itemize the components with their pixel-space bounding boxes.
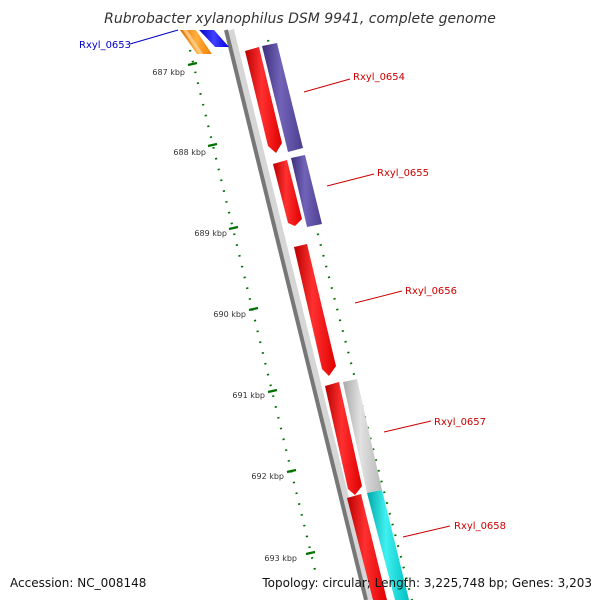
outer-dotted-track (266, 39, 414, 600)
kbp-label: 687 kbp (152, 68, 185, 77)
backbone-outer (226, 29, 374, 600)
backbone-inner (224, 29, 368, 600)
topology-text: Topology: circular; Length: 3,225,748 bp… (262, 576, 592, 590)
gene-feature-0658[interactable] (367, 490, 409, 600)
blue-feature[interactable] (199, 30, 229, 47)
label-leader-0658 (402, 525, 451, 538)
gene-label-0658[interactable]: Rxyl_0658 (454, 521, 506, 532)
gene-label-0657[interactable]: Rxyl_0657 (434, 417, 486, 428)
kbp-tick (207, 142, 218, 148)
label-leader-0655 (326, 173, 375, 187)
kbp-label: 689 kbp (194, 229, 227, 238)
kbp-tick (305, 550, 316, 556)
kbp-label: 691 kbp (232, 391, 265, 400)
kbp-label: 690 kbp (213, 310, 246, 319)
label-leader-0656 (354, 290, 403, 304)
accession-text: Accession: NC_008148 (10, 576, 147, 590)
gene-label-0654[interactable]: Rxyl_0654 (353, 72, 405, 83)
kbp-tick (267, 388, 278, 394)
label-leader-0654 (303, 78, 351, 93)
kbp-label: 688 kbp (173, 148, 206, 157)
label-leader-0653 (129, 29, 179, 45)
label-leader-0657 (383, 420, 432, 433)
kbp-label: 693 kbp (264, 554, 297, 563)
gene-label-0656[interactable]: Rxyl_0656 (405, 286, 457, 297)
gene-label-0653[interactable]: Rxyl_0653 (79, 40, 131, 51)
gene-feature-0655[interactable] (291, 155, 322, 227)
kbp-tick (187, 61, 198, 67)
gene-label-0655[interactable]: Rxyl_0655 (377, 168, 429, 179)
orange-highlight (183, 30, 203, 54)
map-title: Rubrobacter xylanophilus DSM 9941, compl… (104, 11, 496, 27)
kbp-tick (248, 306, 259, 312)
kbp-label: 692 kbp (251, 472, 284, 481)
cds-feature-0657[interactable] (325, 382, 362, 495)
cds-feature-0654[interactable] (245, 47, 282, 153)
white-feature (196, 30, 215, 54)
cds-feature-0658[interactable] (347, 494, 387, 600)
kbp-tick (228, 225, 239, 231)
gene-feature-0657[interactable] (343, 379, 382, 493)
cds-feature-0656[interactable] (294, 244, 336, 376)
gene-feature-0654[interactable] (262, 43, 303, 152)
kbp-major-ticks (187, 61, 316, 556)
kbp-tick (286, 468, 297, 474)
cds-feature-0655[interactable] (273, 160, 302, 226)
